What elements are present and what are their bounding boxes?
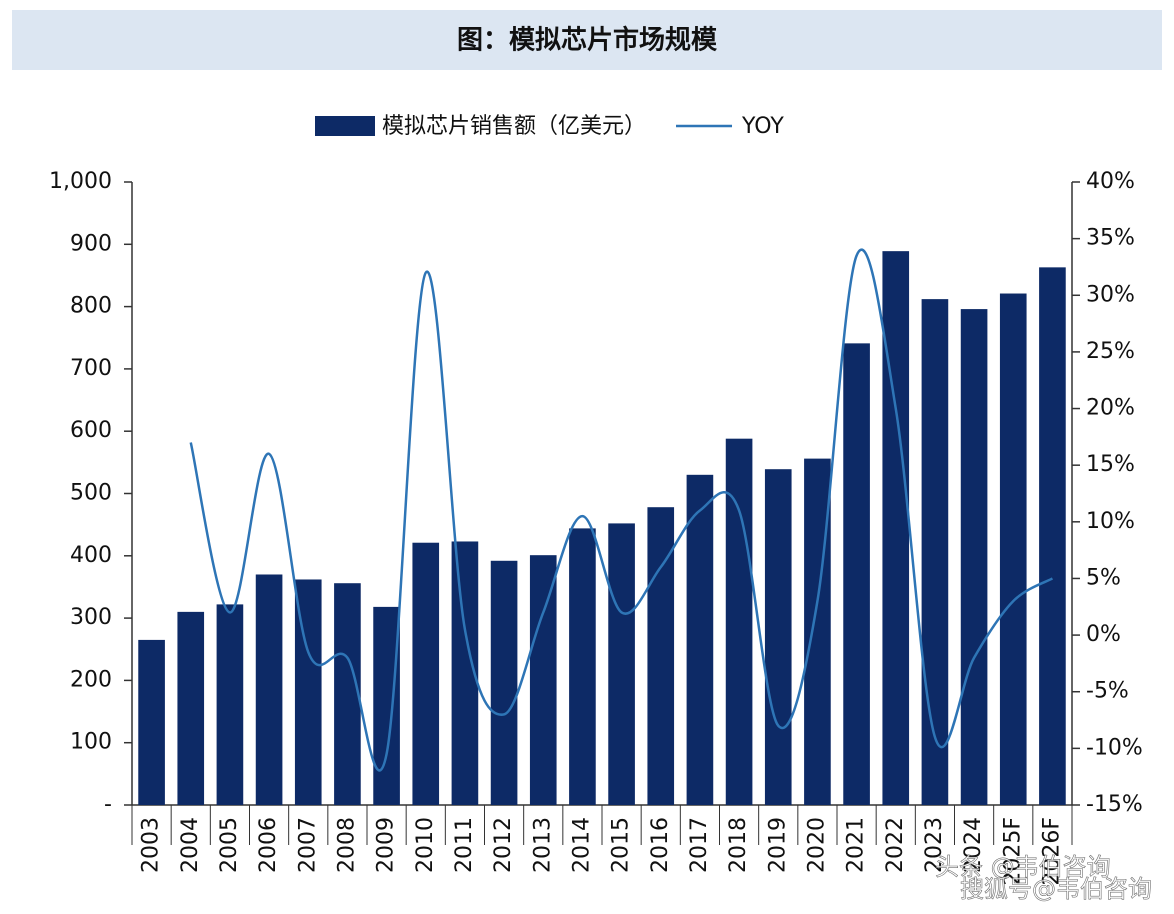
bar [960,309,988,805]
y-tick-label: 300 [70,605,112,630]
y2-tick-label: 30% [1086,282,1135,307]
bar [686,474,714,805]
legend-label: 模拟芯片销售额（亿美元） [382,114,646,139]
bar [412,542,440,805]
y-tick-label: 700 [70,356,112,381]
x-tick-label: 2023 [922,817,947,873]
y-tick-label: 800 [70,294,112,319]
x-tick-label: 2022 [883,817,908,873]
y2-tick-label: 15% [1086,452,1135,477]
x-tick-label: 2020 [804,817,829,873]
bar [569,528,596,805]
bar [334,583,361,805]
bar [1039,267,1066,805]
y-tick-label: 600 [70,418,112,443]
bar [725,438,753,805]
x-tick-label: 2019 [765,817,790,873]
watermark: 头条 @韦伯咨询 [935,853,1111,881]
bar [999,293,1027,805]
x-tick-label: 2026F [1039,817,1064,886]
bar [255,574,283,805]
bar [490,560,518,805]
y-tick-label: 900 [70,231,112,256]
x-tick-label: 2011 [452,817,477,873]
bar [764,469,792,805]
y-tick-label: 1,000 [49,169,112,194]
y2-tick-label: 35% [1086,226,1135,251]
y-tick-label: 200 [70,667,112,692]
y2-tick-label: 10% [1086,509,1135,534]
y2-tick-label: 25% [1086,339,1135,364]
line [189,248,1054,772]
x-tick-label: 2005 [217,817,242,873]
chart-title: 图：模拟芯片市场规模 [457,25,718,56]
x-tick-label: 2017 [687,817,712,873]
x-tick-label: 2010 [413,817,438,873]
y2-tick-label: 20% [1086,396,1135,421]
x-tick-label: 2007 [295,817,320,873]
y-tick-label: 500 [70,481,112,506]
y2-tick-label: -5% [1086,679,1129,704]
x-tick-label: 2024 [961,817,986,873]
x-tick-label: 2012 [491,817,516,873]
y-tick-label: 400 [70,543,112,568]
y2-tick-label: 0% [1086,622,1121,647]
y-tick-label: - [104,792,112,817]
y2-tick-label: -10% [1086,735,1143,760]
legend-swatch [315,116,375,136]
y2-tick-label: -15% [1086,792,1143,817]
bar [177,611,205,805]
x-tick-label: 2006 [256,817,281,873]
x-tick-label: 2016 [648,817,673,873]
y-tick-label: 100 [70,730,112,755]
x-tick-label: 2025F [1000,817,1025,886]
watermark: 搜狐号@韦伯咨询 [960,875,1152,903]
legend-label: YOY [741,114,784,139]
x-tick-label: 2014 [569,817,594,873]
bar [882,251,910,805]
x-tick-label: 2003 [139,817,164,873]
bar [647,507,675,805]
y2-tick-label: 40% [1086,169,1135,194]
x-tick-label: 2021 [844,817,869,873]
bar [843,343,870,805]
bar [608,523,635,805]
x-tick-label: 2018 [726,817,751,873]
title-band [12,10,1162,70]
bar [921,299,949,805]
bar [373,606,400,805]
x-tick-label: 2004 [178,817,203,873]
x-tick-label: 2008 [334,817,359,873]
bar [216,604,244,805]
x-tick-label: 2015 [609,817,634,873]
bar [529,555,557,805]
y2-tick-label: 5% [1086,565,1121,590]
bar [138,639,165,805]
x-tick-label: 2009 [374,817,399,873]
x-tick-label: 2013 [530,817,555,873]
